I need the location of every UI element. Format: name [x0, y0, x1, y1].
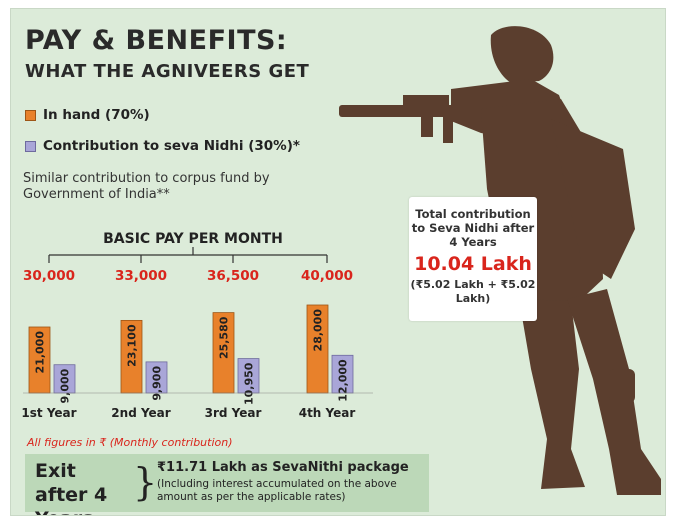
- bar-value-label: 12,000: [337, 359, 350, 402]
- callout-amount: 10.04 Lakh: [414, 253, 532, 275]
- exit-package-box: Exit after 4 Years } ₹11.71 Lakh as Seva…: [25, 454, 429, 515]
- legend-item-in-hand: In hand (70%): [25, 107, 150, 123]
- category-label: 2nd Year: [111, 406, 170, 420]
- callout-heading: Total contribution to Seva Nidhi after 4…: [411, 207, 535, 249]
- bar-value-label: 9,900: [151, 366, 164, 401]
- page-title: PAY & BENEFITS:: [25, 25, 288, 56]
- pay-bar-chart: BASIC PAY PER MONTH 30,000 21,000 9,000 1st …: [21, 231, 373, 420]
- bar-value-label: 21,000: [34, 331, 47, 374]
- bar-value-label: 25,580: [218, 316, 231, 359]
- legend-swatch-purple: [25, 140, 36, 152]
- total-pay-label: 40,000: [301, 268, 353, 284]
- exit-detail: (Including interest accumulated on the a…: [157, 478, 397, 503]
- exit-heading-text: Exit after 4 Years: [35, 460, 108, 515]
- category-label: 1st Year: [21, 406, 76, 420]
- legend-label: In hand (70%): [43, 107, 150, 123]
- total-contribution-callout: Total contribution to Seva Nidhi after 4…: [409, 197, 537, 321]
- brace-icon: }: [133, 460, 158, 504]
- page-subtitle: WHAT THE AGNIVEERS GET: [25, 61, 310, 82]
- bar-value-label: 10,950: [243, 362, 256, 405]
- legend-item-seva-nidhi: Contribution to seva Nidhi (30%)*: [25, 138, 300, 154]
- chart-title: BASIC PAY PER MONTH: [103, 231, 283, 247]
- bar-value-label: 28,000: [312, 309, 325, 352]
- callout-detail: (₹5.02 Lakh + ₹5.02 Lakh): [410, 278, 536, 305]
- bar-value-label: 9,000: [59, 368, 72, 403]
- corpus-note: Similar contribution to corpus fund by G…: [23, 171, 270, 202]
- legend-label: Contribution to seva Nidhi (30%)*: [43, 138, 300, 154]
- exit-package: ₹11.71 Lakh as SevaNithi package: [157, 460, 409, 475]
- exit-heading: Exit after 4 Years: [35, 459, 131, 515]
- bar-value-label: 23,100: [126, 324, 139, 367]
- figures-footnote: All figures in ₹ (Monthly contribution): [27, 436, 233, 449]
- category-label: 3rd Year: [205, 406, 262, 420]
- total-pay-label: 33,000: [115, 268, 167, 284]
- legend-swatch-orange: [25, 109, 36, 121]
- category-label: 4th Year: [299, 406, 356, 420]
- infographic-frame: PAY & BENEFITS: WHAT THE AGNIVEERS GET I…: [10, 8, 666, 516]
- total-pay-label: 30,000: [23, 268, 75, 284]
- total-pay-label: 36,500: [207, 268, 259, 284]
